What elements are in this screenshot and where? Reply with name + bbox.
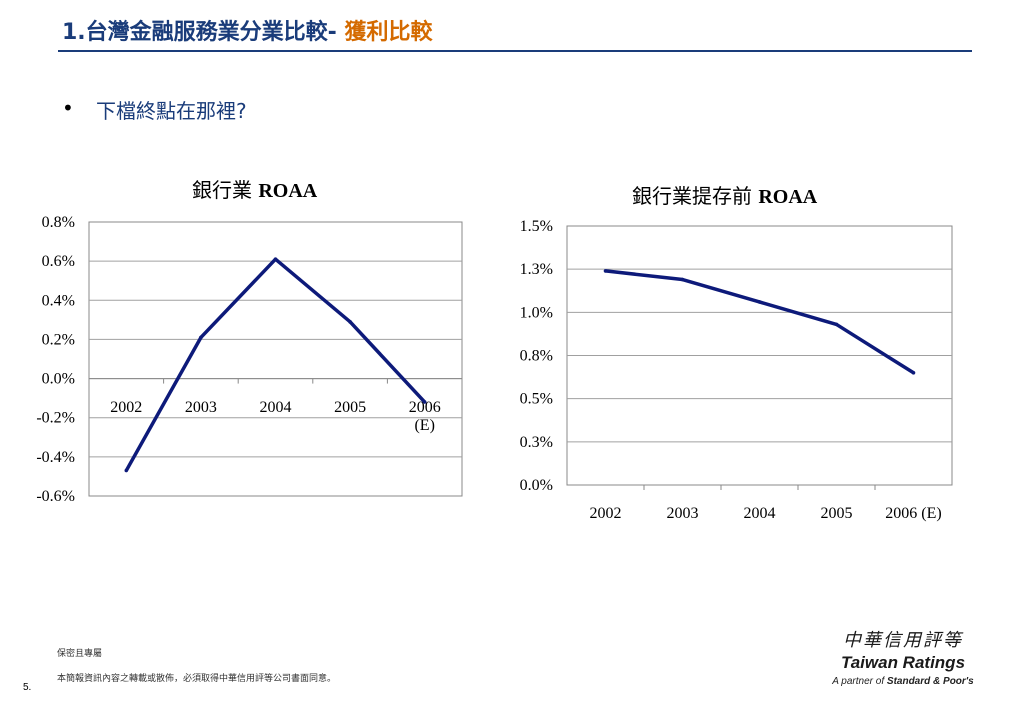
y-tick-label: 0.8% — [520, 348, 553, 365]
y-tick-label: -0.4% — [36, 449, 75, 466]
data-point — [124, 468, 129, 473]
data-point — [757, 300, 762, 304]
x-tick-label: 2006 — [409, 399, 441, 416]
chart2-title-prefix: 銀行業提存前 — [632, 184, 752, 208]
bullet-text: 下檔終點在那裡? — [96, 99, 247, 123]
data-point — [834, 322, 839, 327]
logo-partner-line: A partner of Standard & Poor's — [828, 676, 978, 687]
y-tick-label: 1.0% — [520, 304, 553, 321]
y-tick-label: 0.3% — [520, 434, 553, 451]
plot-area — [88, 221, 463, 497]
data-point — [422, 400, 427, 404]
chart2-title-suffix: ROAA — [758, 186, 818, 208]
x-tick-label: 2005 — [821, 505, 853, 522]
y-tick-label: -0.6% — [36, 488, 75, 505]
x-tick-label: 2004 — [260, 399, 292, 416]
y-tick-label: 1.3% — [520, 261, 553, 278]
y-tick-label: 0.0% — [42, 371, 75, 388]
y-tick-label: 0.0% — [520, 477, 553, 494]
data-point — [603, 269, 608, 273]
logo-partner-prefix: A partner of — [832, 676, 885, 687]
x-tick-label: 2005 — [334, 399, 366, 416]
chart1-title-prefix: 銀行業 — [192, 178, 252, 202]
y-tick-label: 0.2% — [42, 331, 75, 348]
x-tick-label: 2002 — [590, 505, 622, 522]
data-point — [911, 370, 916, 375]
chart1-title-suffix: ROAA — [258, 180, 318, 202]
data-point — [273, 257, 278, 261]
y-tick-label: 1.5% — [520, 218, 553, 235]
x-tick-label: 2003 — [667, 505, 699, 522]
y-tick-label: 0.8% — [42, 214, 75, 231]
logo-partner-name: Standard & Poor's — [886, 676, 974, 687]
x-tick-label: 2004 — [744, 505, 776, 522]
x-tick-label: 2003 — [185, 399, 217, 416]
data-point — [199, 335, 203, 340]
confidential-note: 保密且專屬 — [57, 649, 103, 659]
title-divider — [58, 50, 972, 52]
y-tick-label: -0.2% — [36, 410, 75, 427]
chart2-title: 銀行業提存前 ROAA — [632, 180, 817, 209]
data-point — [348, 320, 352, 324]
page-title-main: 1.台灣金融服務業分業比較- — [62, 20, 337, 45]
copyright-notice: 本簡報資訊內容之轉載或散佈，必須取得中華信用評等公司書面同意。 — [57, 674, 337, 684]
page-title: 1.台灣金融服務業分業比較- 獲利比較 — [62, 14, 432, 46]
data-point — [680, 277, 685, 282]
y-tick-label: 0.6% — [42, 253, 75, 270]
x-tick-label: 2006 (E) — [885, 505, 941, 522]
y-tick-label: 0.4% — [42, 292, 75, 309]
chart1-title: 銀行業 ROAA — [192, 174, 317, 203]
taiwan-ratings-logo: 中華信用評等 Taiwan Ratings A partner of Stand… — [828, 626, 978, 687]
bullet-icon: • — [62, 96, 74, 120]
logo-chinese-name: 中華信用評等 — [843, 630, 963, 651]
y-tick-label: 0.5% — [520, 391, 553, 408]
logo-company-name: Taiwan Ratings — [840, 653, 966, 672]
x-tick-label: (E) — [414, 417, 434, 434]
x-tick-label: 2002 — [110, 399, 142, 416]
page-number: 5. — [23, 682, 32, 693]
page-title-accent: 獲利比較 — [344, 20, 433, 45]
